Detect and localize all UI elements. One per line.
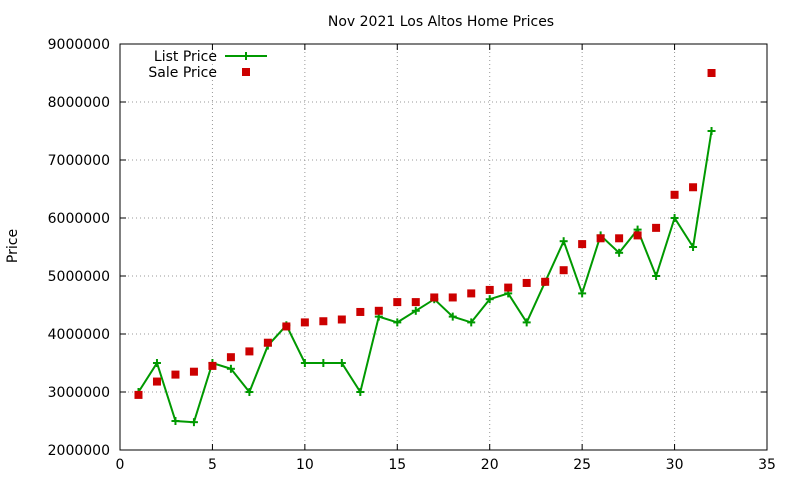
y-tick-label: 6000000 — [48, 211, 110, 227]
series-layer — [134, 69, 716, 427]
x-tick-label: 30 — [666, 457, 684, 473]
sale-price-point — [337, 315, 346, 324]
list-price-point — [319, 359, 328, 367]
list-price-point — [300, 359, 309, 367]
y-tick-label: 5000000 — [48, 269, 110, 285]
y-tick-label: 2000000 — [48, 443, 110, 459]
list-price-point — [652, 272, 661, 280]
sale-price-point — [596, 234, 605, 243]
sale-price-point — [152, 377, 161, 386]
list-price-point — [411, 306, 420, 315]
sale-price-point — [245, 347, 254, 356]
list-price-point — [467, 318, 476, 327]
y-tick-label: 7000000 — [48, 153, 110, 169]
x-tick-label: 5 — [208, 457, 217, 473]
sale-price-point — [226, 353, 235, 362]
sale-price-point — [411, 298, 420, 307]
x-tick-label: 0 — [116, 457, 125, 473]
y-tick-label: 3000000 — [48, 385, 110, 401]
list-price-point — [245, 388, 254, 396]
legend-label-sale-price: Sale Price — [148, 65, 217, 81]
legend-marker-list-price — [242, 52, 250, 60]
sale-price-point — [300, 318, 309, 327]
x-tick-label: 10 — [296, 457, 314, 473]
list-price-line — [137, 130, 713, 424]
axis-ticks: 0 5 10 15 20 25 30 35 2000000 3000000 4000000 50000… — [48, 37, 776, 473]
sale-price-point — [578, 240, 587, 249]
legend-label-list-price: List Price — [154, 49, 217, 65]
legend-marker-sale-price — [242, 68, 250, 76]
list-price-point — [522, 318, 531, 327]
sale-price-point — [522, 278, 531, 287]
list-price-point — [226, 364, 235, 373]
sale-price-point — [448, 293, 457, 302]
y-tick-label: 8000000 — [48, 95, 110, 111]
sale-price-point — [615, 234, 624, 243]
y-tick-label: 9000000 — [48, 37, 110, 53]
sale-price-point — [504, 283, 513, 292]
sale-price-point — [319, 317, 328, 326]
list-price-point — [615, 248, 624, 257]
list-price-point — [171, 417, 180, 425]
list-price-point — [189, 418, 198, 427]
list-price-point — [356, 388, 365, 396]
list-price-point — [578, 289, 587, 298]
sale-price-point — [707, 69, 716, 77]
sale-price-point — [652, 223, 661, 232]
list-price-point — [393, 318, 402, 327]
sale-price-point — [559, 266, 568, 275]
plot-frame — [119, 43, 768, 451]
grid — [120, 44, 767, 450]
y-axis-label: Price — [5, 229, 21, 263]
sale-price-point — [689, 183, 698, 192]
list-price-point — [689, 243, 698, 251]
list-price-point — [707, 127, 716, 135]
sale-price-point — [171, 370, 180, 379]
x-tick-label: 35 — [758, 457, 776, 473]
list-price-point — [448, 312, 457, 321]
sale-price-point — [633, 231, 642, 240]
sale-price-point — [485, 285, 494, 294]
list-price-point — [337, 359, 346, 367]
list-price-point — [485, 295, 494, 304]
sale-price-point — [670, 190, 679, 199]
sale-price-point — [134, 390, 143, 399]
y-tick-label: 4000000 — [48, 327, 110, 343]
sale-price-point — [467, 289, 476, 298]
x-tick-label: 20 — [481, 457, 499, 473]
x-tick-label: 15 — [388, 457, 406, 473]
sale-price-point — [541, 277, 550, 286]
sale-price-point — [356, 307, 365, 316]
sale-price-point — [208, 361, 217, 370]
chart-title: Nov 2021 Los Altos Home Prices — [328, 14, 554, 30]
x-tick-label: 25 — [573, 457, 591, 473]
list-price-point — [670, 214, 679, 222]
sale-price-point — [282, 322, 291, 331]
sale-price-point — [393, 298, 402, 307]
sale-price-point — [374, 306, 383, 315]
sale-price-point — [263, 338, 272, 347]
list-price-point — [559, 237, 568, 246]
list-price-point — [152, 359, 161, 367]
sale-price-point — [189, 367, 198, 376]
sale-price-point — [430, 293, 439, 302]
